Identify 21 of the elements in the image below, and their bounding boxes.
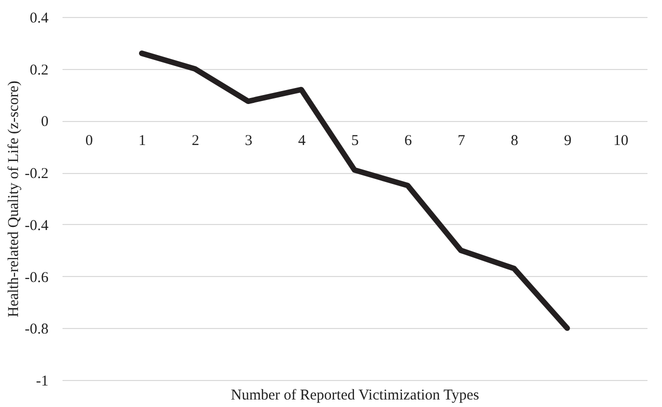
y-tick-label: -0.8 xyxy=(24,322,48,338)
x-tick-label: 10 xyxy=(613,133,628,150)
y-tick-label: -1 xyxy=(36,374,48,390)
y-tick-label: 0.4 xyxy=(30,10,49,26)
y-tick-label: -0.4 xyxy=(24,218,49,234)
y-tick-label: 0.2 xyxy=(30,62,48,78)
x-axis-title: Number of Reported Victimization Types xyxy=(230,388,480,404)
x-tick-label: 7 xyxy=(458,133,466,150)
y-tick-label: -0.6 xyxy=(24,270,49,286)
y-tick-label: 0 xyxy=(41,114,48,130)
x-tick-label: 4 xyxy=(298,133,306,150)
x-tick-label: 6 xyxy=(404,133,412,150)
y-tick-label: -0.2 xyxy=(24,166,48,182)
x-tick-label: 3 xyxy=(244,133,252,150)
x-tick-label: 2 xyxy=(192,133,200,150)
x-tick-label: 9 xyxy=(564,133,572,150)
x-tick-label: 0 xyxy=(85,133,93,150)
y-axis-title: Health-related Quality of Life (z-score) xyxy=(6,80,22,318)
x-tick-label: 8 xyxy=(510,133,518,150)
x-tick-label: 1 xyxy=(138,133,146,150)
x-tick-label: 5 xyxy=(351,133,359,150)
